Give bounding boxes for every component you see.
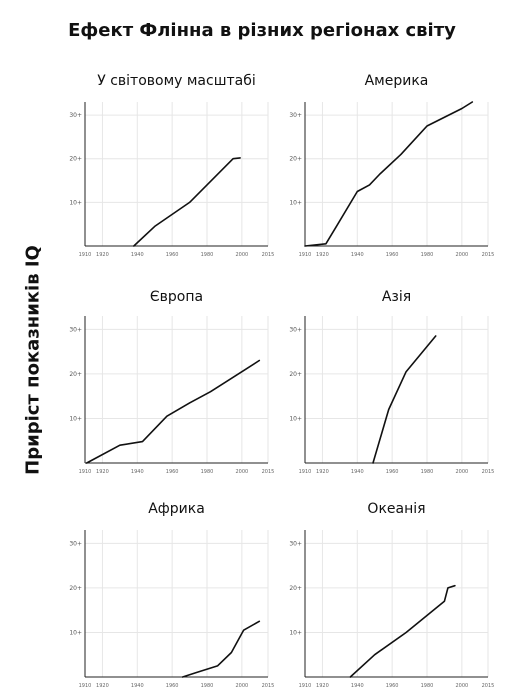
main-title: Ефект Флінна в різних регіонах світу <box>68 20 456 41</box>
x-tick-label: 1960 <box>386 683 399 689</box>
chart-panel-5: Африка 1910 1920 1940 1960 1980 2000 2015 10+ 20+… <box>69 501 274 689</box>
x-tick-label: 1960 <box>166 469 179 475</box>
x-tick-label: 1910 <box>79 469 92 475</box>
x-tick-label: 2015 <box>262 683 275 689</box>
x-tick-label: 1920 <box>316 469 329 475</box>
series-line <box>372 335 437 464</box>
x-tick-label: 1960 <box>166 252 179 258</box>
y-tick-label: 20+ <box>289 156 302 163</box>
chart-title: Азія <box>382 289 411 305</box>
x-tick-label: 1940 <box>131 683 144 689</box>
series-line <box>85 359 261 464</box>
chart-title: У світовому масштабі <box>97 73 256 89</box>
x-tick-label: 1980 <box>421 252 434 258</box>
x-tick-label: 1980 <box>421 683 434 689</box>
y-tick-label: 30+ <box>69 326 82 333</box>
x-tick-label: 1980 <box>201 252 214 258</box>
y-tick-label: 20+ <box>289 371 302 378</box>
y-tick-label: 10+ <box>289 629 302 636</box>
chart-panel-4: Азія 1910 1920 1940 1960 1980 2000 2015 10+ 20+ 30… <box>289 289 494 475</box>
y-tick-label: 20+ <box>69 585 82 592</box>
chart-title: Африка <box>148 501 205 517</box>
x-tick-label: 1920 <box>316 683 329 689</box>
x-tick-label: 1920 <box>96 252 109 258</box>
chart-panel-3: Європа 1910 1920 1940 1960 1980 2000 2015 10+ 20+… <box>69 289 274 475</box>
y-tick-label: 20+ <box>69 156 82 163</box>
x-tick-label: 2000 <box>455 469 468 475</box>
y-tick-label: 20+ <box>69 371 82 378</box>
series-line <box>133 157 241 247</box>
y-tick-label: 10+ <box>69 415 82 422</box>
chart-title: Океанія <box>367 501 425 517</box>
x-tick-label: 1980 <box>201 683 214 689</box>
x-tick-label: 2015 <box>262 252 275 258</box>
x-tick-label: 2000 <box>235 683 248 689</box>
chart-title: Америка <box>365 73 429 89</box>
x-tick-label: 2015 <box>262 469 275 475</box>
x-tick-label: 1980 <box>421 469 434 475</box>
y-tick-label: 30+ <box>289 540 302 547</box>
x-tick-label: 2000 <box>235 469 248 475</box>
chart-panel-2: Америка 1910 1920 1940 1960 1980 2000 2015 10+ 20… <box>289 73 494 258</box>
y-tick-label: 10+ <box>289 199 302 206</box>
series-line <box>181 620 261 678</box>
y-tick-label: 10+ <box>289 415 302 422</box>
x-tick-label: 1960 <box>386 469 399 475</box>
x-tick-label: 1910 <box>79 252 92 258</box>
x-tick-label: 1910 <box>79 683 92 689</box>
x-tick-label: 1910 <box>299 252 312 258</box>
x-tick-label: 1910 <box>299 683 312 689</box>
x-tick-label: 1910 <box>299 469 312 475</box>
x-tick-label: 1920 <box>96 469 109 475</box>
chart-panel-6: Океанія 1910 1920 1940 1960 1980 2000 2015 10+ 20… <box>289 501 494 689</box>
x-tick-label: 2015 <box>482 469 495 475</box>
x-tick-label: 1940 <box>351 683 364 689</box>
x-tick-label: 1920 <box>96 683 109 689</box>
x-tick-label: 1940 <box>131 252 144 258</box>
x-tick-label: 1960 <box>166 683 179 689</box>
x-tick-label: 1940 <box>351 469 364 475</box>
y-tick-label: 30+ <box>69 112 82 119</box>
y-tick-label: 30+ <box>289 112 302 119</box>
series-line <box>304 101 474 247</box>
x-tick-label: 1920 <box>316 252 329 258</box>
x-tick-label: 1980 <box>201 469 214 475</box>
x-tick-label: 2000 <box>455 683 468 689</box>
y-tick-label: 10+ <box>69 199 82 206</box>
series-line <box>349 584 456 678</box>
x-tick-label: 1960 <box>386 252 399 258</box>
x-tick-label: 1940 <box>351 252 364 258</box>
y-tick-label: 10+ <box>69 629 82 636</box>
x-tick-label: 2015 <box>482 683 495 689</box>
chart-title: Європа <box>150 289 203 305</box>
y-tick-label: 30+ <box>69 540 82 547</box>
y-tick-label: 30+ <box>289 326 302 333</box>
x-tick-label: 2000 <box>235 252 248 258</box>
x-tick-label: 2015 <box>482 252 495 258</box>
x-tick-label: 1940 <box>131 469 144 475</box>
x-tick-label: 2000 <box>455 252 468 258</box>
y-tick-label: 20+ <box>289 585 302 592</box>
chart-panel-1: У світовому масштабі 1910 1920 1940 1960 1980… <box>69 73 274 258</box>
